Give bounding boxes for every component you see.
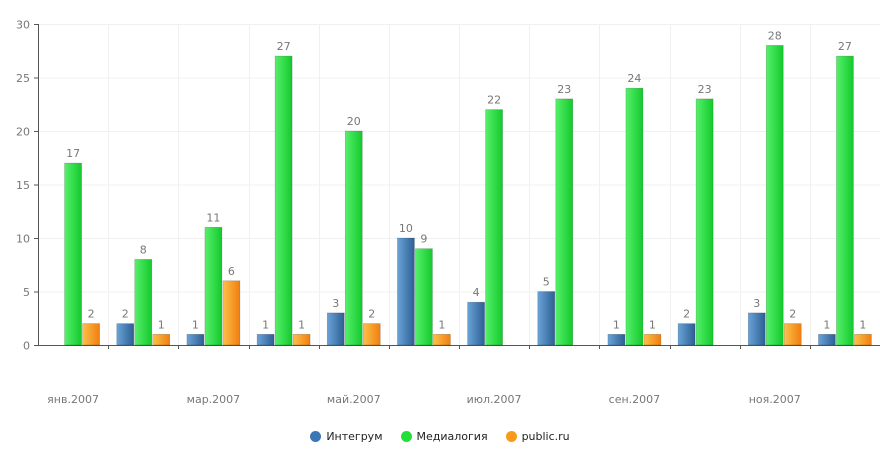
y-tick-label: 20 xyxy=(16,126,30,139)
legend: Интегрум Медиалогия public.ru xyxy=(0,427,880,445)
bar[interactable] xyxy=(854,333,872,346)
legend-item-medialogia[interactable]: Медиалогия xyxy=(400,429,488,443)
legend-marker-publicru xyxy=(505,430,517,442)
y-tick-label: 15 xyxy=(16,179,30,192)
data-label: 27 xyxy=(838,40,852,53)
data-label: 2 xyxy=(789,308,796,321)
bar[interactable] xyxy=(643,333,662,346)
data-label: 1 xyxy=(298,318,305,331)
y-tick-label: 30 xyxy=(16,19,30,32)
data-label: 2 xyxy=(122,308,129,321)
legend-marker-medialogia xyxy=(400,430,412,442)
data-label: 11 xyxy=(206,211,220,224)
bar[interactable] xyxy=(537,291,556,346)
bar[interactable] xyxy=(677,323,696,346)
y-tick-label: 25 xyxy=(16,72,30,85)
data-label: 27 xyxy=(277,40,291,53)
bar[interactable] xyxy=(485,109,503,346)
legend-label-integrum: Интегрум xyxy=(326,429,383,443)
x-tick-label: янв.2007 xyxy=(47,393,99,406)
data-label: 24 xyxy=(627,72,641,85)
data-label: 23 xyxy=(557,83,571,96)
data-label: 1 xyxy=(262,318,269,331)
x-tick-label: мар.2007 xyxy=(187,393,241,406)
data-label: 17 xyxy=(66,147,80,160)
y-tick-label: 10 xyxy=(16,233,30,246)
data-label: 3 xyxy=(332,297,339,310)
x-tick-label: сен.2007 xyxy=(609,393,661,406)
x-tick-label: ноя.2007 xyxy=(749,393,801,406)
data-label: 28 xyxy=(768,29,782,42)
x-tick-label: май.2007 xyxy=(327,393,381,406)
data-label: 1 xyxy=(192,318,199,331)
data-labels: 172 281 1116127132021091422523124122332821… xyxy=(66,29,866,331)
data-label: 20 xyxy=(347,115,361,128)
data-label: 2 xyxy=(88,308,95,321)
x-tick-label: июл.2007 xyxy=(467,393,522,406)
bars xyxy=(64,45,872,346)
data-label: 3 xyxy=(753,297,760,310)
bar[interactable] xyxy=(433,333,451,346)
data-label: 22 xyxy=(487,94,501,107)
bar[interactable] xyxy=(555,98,574,346)
legend-item-integrum[interactable]: Интегрум xyxy=(310,429,383,443)
bar[interactable] xyxy=(695,98,714,346)
y-tick-label: 5 xyxy=(23,286,30,299)
data-label: 6 xyxy=(228,265,235,278)
bar[interactable] xyxy=(344,130,363,346)
data-label: 1 xyxy=(649,318,656,331)
bar[interactable] xyxy=(116,323,135,346)
bar[interactable] xyxy=(326,312,345,346)
bar[interactable] xyxy=(256,333,275,346)
data-label: 1 xyxy=(438,318,445,331)
bar[interactable] xyxy=(467,301,485,346)
data-label: 2 xyxy=(368,308,375,321)
bar[interactable] xyxy=(607,333,626,346)
bar[interactable] xyxy=(415,248,433,346)
data-label: 5 xyxy=(543,276,550,289)
data-label: 1 xyxy=(158,318,165,331)
bar[interactable] xyxy=(625,87,644,346)
data-label: 1 xyxy=(613,318,620,331)
bar[interactable] xyxy=(783,323,802,346)
data-label: 10 xyxy=(399,222,413,235)
legend-label-medialogia: Медиалогия xyxy=(416,429,488,443)
bar[interactable] xyxy=(222,280,241,346)
bar[interactable] xyxy=(818,333,836,346)
legend-marker-integrum xyxy=(310,430,322,442)
bar[interactable] xyxy=(274,55,293,346)
bar[interactable] xyxy=(186,333,205,346)
bar[interactable] xyxy=(82,323,100,346)
gridlines xyxy=(38,24,880,345)
bar[interactable] xyxy=(134,259,153,346)
data-label: 8 xyxy=(140,243,147,256)
data-label: 9 xyxy=(420,233,427,246)
bar[interactable] xyxy=(765,45,784,346)
data-label: 1 xyxy=(823,318,830,331)
legend-label-publicru: public.ru xyxy=(521,429,570,443)
bar[interactable] xyxy=(152,333,171,346)
bar[interactable] xyxy=(362,323,381,346)
bar[interactable] xyxy=(747,312,766,346)
bar[interactable] xyxy=(204,227,223,346)
bar[interactable] xyxy=(397,237,415,346)
bar[interactable] xyxy=(64,162,82,346)
legend-item-publicru[interactable]: public.ru xyxy=(505,429,570,443)
bar[interactable] xyxy=(292,333,311,346)
y-tick-label: 0 xyxy=(23,340,30,353)
data-label: 2 xyxy=(683,308,690,321)
bar[interactable] xyxy=(836,55,854,346)
data-label: 1 xyxy=(859,318,866,331)
data-label: 4 xyxy=(473,286,480,299)
data-label: 23 xyxy=(698,83,712,96)
